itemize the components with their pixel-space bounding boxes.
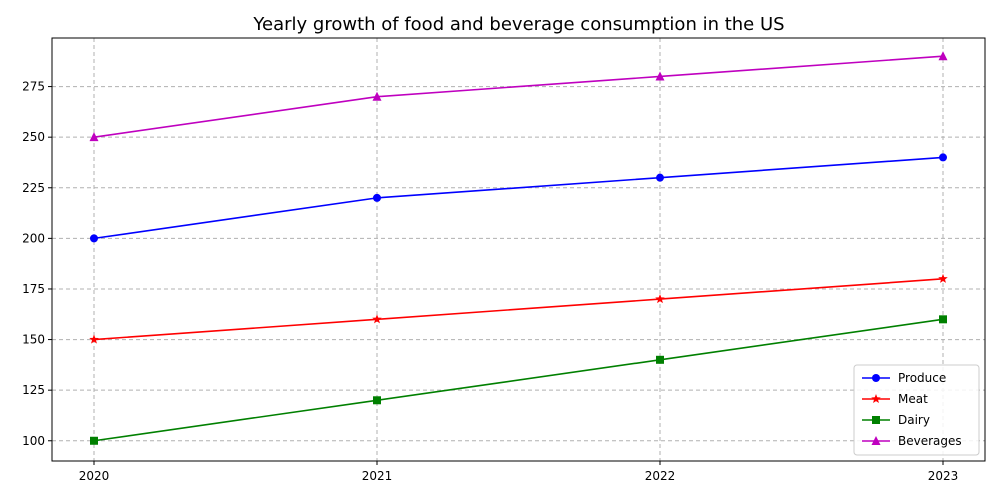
y-tick-label: 250	[22, 130, 45, 144]
data-point-dairy	[90, 436, 98, 445]
y-tick-label: 150	[22, 333, 45, 347]
chart-title: Yearly growth of food and beverage consu…	[252, 14, 784, 35]
legend-marker-dairy	[872, 416, 880, 424]
y-tick-label: 225	[22, 181, 45, 195]
grid-lines	[52, 38, 985, 461]
legend-marker-meat	[871, 394, 881, 404]
data-point-produce	[939, 153, 947, 162]
x-tick-label: 2020	[79, 469, 110, 483]
data-point-dairy	[939, 315, 947, 324]
legend-label-beverages: Beverages	[898, 434, 962, 448]
data-point-produce	[373, 193, 381, 202]
series-line-beverages	[93, 55, 944, 138]
data-point-beverages	[372, 91, 382, 101]
data-point-beverages	[89, 132, 99, 142]
y-tick-label: 275	[22, 80, 45, 94]
data-point-dairy	[656, 355, 664, 364]
data-point-beverages	[655, 71, 665, 81]
x-tick-label: 2021	[362, 469, 393, 483]
plot-frame	[51, 37, 986, 462]
legend-marker-produce	[872, 374, 880, 382]
data-point-meat	[938, 273, 948, 283]
data-point-produce	[656, 173, 664, 182]
data-point-produce	[90, 234, 98, 243]
series-line-meat	[93, 278, 944, 341]
data-point-meat	[89, 334, 99, 344]
data-point-meat	[372, 314, 382, 324]
series-line-produce	[93, 156, 944, 240]
legend-label-meat: Meat	[898, 392, 928, 406]
legend-marker-beverages	[871, 436, 881, 445]
data-point-dairy	[373, 396, 381, 405]
legend-label-dairy: Dairy	[898, 413, 930, 427]
legend-label-produce: Produce	[898, 371, 946, 385]
y-tick-label: 175	[22, 282, 45, 296]
series-layer	[89, 51, 948, 445]
data-point-meat	[655, 294, 665, 304]
x-tick-label: 2022	[645, 469, 676, 483]
y-tick-label: 200	[22, 231, 45, 245]
y-tick-label: 125	[22, 383, 45, 397]
y-tick-label: 100	[22, 434, 45, 448]
axes: 2020 2021 2022 2023 100 125 150 175 200 225 250 275	[22, 80, 958, 483]
x-tick-label: 2023	[928, 469, 959, 483]
data-point-beverages	[938, 51, 948, 61]
legend-box	[853, 364, 980, 456]
series-line-dairy	[93, 318, 944, 442]
legend: Produce Meat Dairy Beverages	[853, 364, 980, 456]
